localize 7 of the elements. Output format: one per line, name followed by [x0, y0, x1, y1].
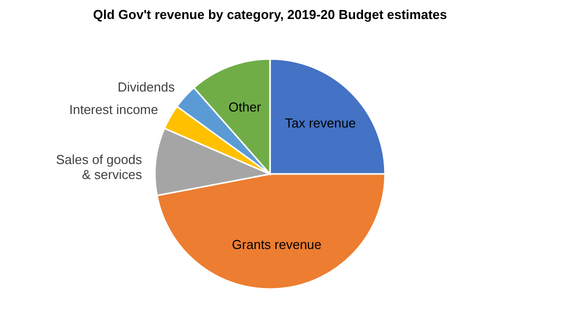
slice-label: Grants revenue: [232, 236, 322, 252]
slice-label: Tax revenue: [285, 116, 356, 131]
slice-label: Dividends: [118, 79, 176, 94]
slice-label: Sales of goods & services: [56, 152, 142, 182]
chart-title: Qld Gov't revenue by category, 2019-20 Budget estimates: [93, 7, 447, 22]
slice-label: Interest income: [69, 102, 158, 118]
slice-label: Other: [228, 99, 262, 114]
